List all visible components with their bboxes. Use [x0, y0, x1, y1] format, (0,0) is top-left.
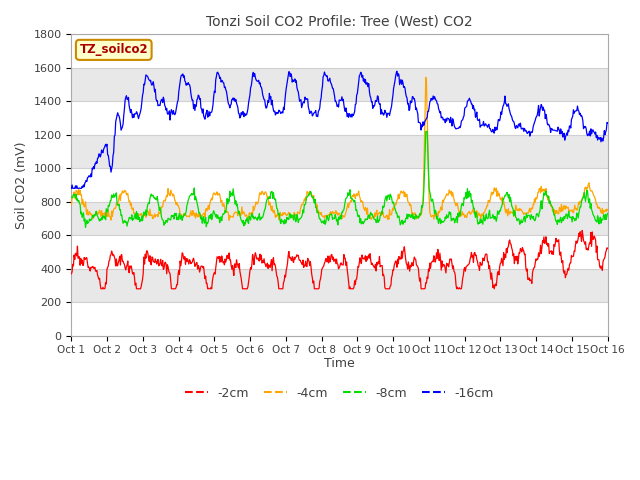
X-axis label: Time: Time [324, 357, 355, 370]
Bar [72, 269, 608, 302]
Bar [72, 202, 608, 235]
Title: Tonzi Soil CO2 Profile: Tree (West) CO2: Tonzi Soil CO2 Profile: Tree (West) CO2 [206, 15, 473, 29]
Legend: -2cm, -4cm, -8cm, -16cm: -2cm, -4cm, -8cm, -16cm [180, 382, 499, 405]
Y-axis label: Soil CO2 (mV): Soil CO2 (mV) [15, 141, 28, 229]
Bar [72, 68, 608, 101]
Bar [72, 135, 608, 168]
Text: TZ_soilco2: TZ_soilco2 [79, 43, 148, 56]
